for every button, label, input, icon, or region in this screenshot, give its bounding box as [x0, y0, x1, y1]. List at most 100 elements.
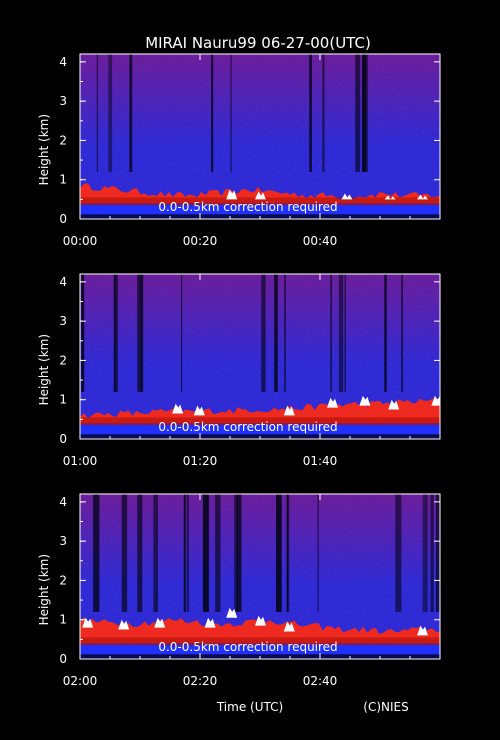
strong-echo-peak-4 [384, 195, 396, 200]
credit-label: (C)NIES [363, 700, 408, 714]
dropout-stripe [362, 54, 366, 172]
lidar-panel-1: 0 1 2 3 4 Height (km) 00:00 00:20 00:40 0.0-0.5km… [37, 53, 441, 248]
lower-echo-band [80, 417, 440, 426]
dropout-stripe [230, 54, 232, 172]
dropout-stripe [181, 274, 183, 392]
strong-echo-peak-6 [255, 615, 266, 626]
strong-echo-peak-8 [417, 625, 428, 636]
dropout-stripe [236, 494, 242, 612]
surface-layer [80, 645, 440, 655]
dropout-stripe [140, 274, 144, 392]
correction-note: 0.0-0.5km correction required [158, 420, 337, 434]
strong-echo-peak-3 [341, 193, 353, 200]
y-axis-label: Height (km) [37, 554, 51, 625]
backscatter-field [80, 494, 440, 659]
lidar-panel-3: 0 1 2 3 4 Height (km) 02:00 02:20 02:40 0.0-0.5km… [37, 493, 441, 688]
backscatter-field [80, 54, 440, 219]
strong-echo-peak-5 [359, 395, 371, 406]
strong-echo-peak-3 [283, 405, 295, 416]
dropout-stripe [261, 274, 266, 392]
strong-echo-peak-7 [283, 621, 295, 632]
x-tick-label: 01:00 [63, 454, 98, 468]
y-tick-label: 2 [59, 353, 67, 367]
strong-echo-peak-7 [431, 395, 440, 406]
y-tick-label: 1 [59, 393, 67, 407]
y-tick-label: 4 [59, 275, 67, 289]
strong-echo-peak-4 [204, 617, 216, 628]
boundary-layer-echo [80, 397, 440, 424]
dropout-stripe [430, 494, 434, 612]
dropout-stripe [364, 54, 368, 172]
dropout-stripe [322, 54, 325, 172]
dropout-stripe [108, 54, 113, 172]
x-tick-label: 02:40 [303, 674, 338, 688]
backscatter-field [80, 274, 440, 439]
y-tick-label: 3 [59, 314, 67, 328]
y-tick-label: 4 [59, 495, 67, 509]
dropout-stripe [81, 274, 85, 392]
dropout-stripe [137, 494, 143, 612]
x-tick-label: 01:20 [183, 454, 218, 468]
y-axis-label: Height (km) [37, 114, 51, 185]
strong-echo-peak-5 [417, 194, 428, 200]
y-tick-label: 3 [59, 94, 67, 108]
strong-echo-peak-4 [327, 397, 338, 408]
surface-layer [80, 425, 440, 435]
boundary-layer-echo [80, 616, 440, 644]
y-axis-label: Height (km) [37, 334, 51, 405]
dropout-stripe [153, 494, 158, 612]
y-tick-label: 4 [59, 55, 67, 69]
dropout-stripe [422, 494, 428, 612]
strong-echo-peak-1 [226, 189, 238, 200]
strong-echo-peak-1 [172, 403, 184, 414]
dropout-stripe [137, 274, 142, 392]
dropout-stripe [338, 274, 344, 392]
dropout-stripe [435, 494, 440, 612]
dropout-stripe [215, 494, 221, 612]
dropout-stripe [187, 494, 189, 612]
dropout-stripe [330, 274, 332, 392]
y-tick-label: 2 [59, 133, 67, 147]
y-tick-label: 3 [59, 534, 67, 548]
dropout-stripe [317, 494, 319, 612]
strong-echo-peak-2 [118, 619, 130, 630]
y-tick-label: 0 [59, 652, 67, 666]
x-tick-label: 02:00 [63, 674, 98, 688]
dropout-stripe [211, 54, 214, 172]
dropout-stripe [274, 274, 278, 392]
x-tick-label: 00:00 [63, 234, 98, 248]
x-tick-label: 00:40 [303, 234, 338, 248]
dropout-stripe [355, 54, 361, 172]
dropout-stripe [183, 494, 187, 612]
dropout-stripe [276, 494, 282, 612]
strong-echo-peak-2 [255, 191, 266, 200]
y-tick-label: 0 [59, 212, 67, 226]
strong-echo-peak-5 [226, 607, 238, 618]
dropout-stripe [344, 274, 346, 392]
correction-note: 0.0-0.5km correction required [158, 200, 337, 214]
dropout-stripe [202, 494, 209, 612]
dropout-stripe [121, 494, 128, 612]
x-tick-label: 02:20 [183, 674, 218, 688]
dropout-stripe [93, 494, 100, 612]
correction-note: 0.0-0.5km correction required [158, 640, 337, 654]
lower-echo-band [80, 637, 440, 646]
dropout-stripe [129, 54, 133, 172]
x-tick-label: 00:20 [183, 234, 218, 248]
surface-layer [80, 205, 440, 215]
strong-echo-peak-2 [193, 405, 205, 416]
x-tick-label: 01:40 [303, 454, 338, 468]
lower-echo-band [80, 197, 440, 206]
dropout-stripe [401, 274, 403, 392]
y-tick-label: 2 [59, 573, 67, 587]
strong-echo-peak-6 [388, 399, 400, 410]
dropout-stripe [384, 274, 387, 392]
chart-title: MIRAI Nauru99 06-27-00(UTC) [145, 34, 371, 52]
dropout-stripe [96, 54, 98, 172]
y-tick-label: 1 [59, 173, 67, 187]
dropout-stripe [114, 274, 117, 392]
y-tick-label: 1 [59, 613, 67, 627]
dropout-stripe [284, 274, 286, 392]
lidar-panel-2: 0 1 2 3 4 Height (km) 01:00 01:20 01:40 0.0-0.5km… [37, 273, 441, 468]
